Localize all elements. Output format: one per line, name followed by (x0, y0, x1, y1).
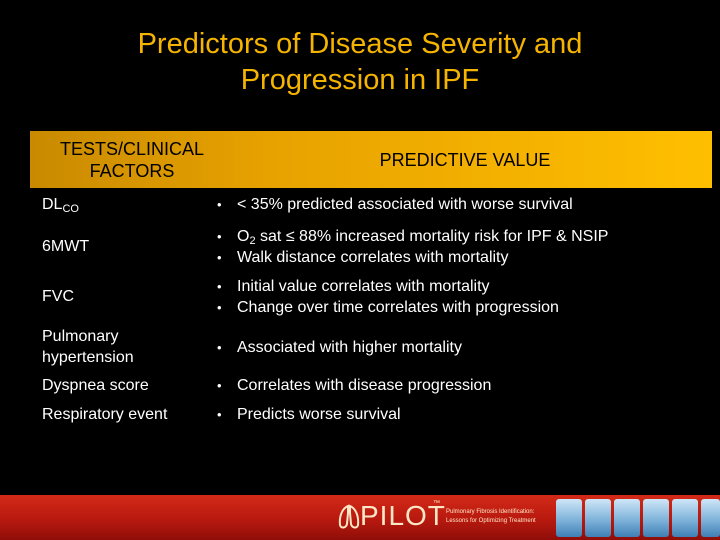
row-values: • Correlates with disease progression (217, 375, 687, 396)
factor-dlco-text: DL (42, 196, 63, 213)
bullet-icon: • (217, 250, 222, 265)
sky-image-strip (556, 495, 720, 540)
sky-tile-image (701, 499, 720, 537)
header-factors-line-1: TESTS/CLINICAL (59, 139, 205, 159)
list-item: • Predicts worse survival (217, 404, 687, 425)
row-values: • < 35% predicted associated with worse s… (217, 194, 687, 215)
value-text: Predicts worse survival (237, 406, 401, 423)
sky-tile-image (556, 499, 582, 537)
list-item: • Walk distance correlates with mortality (217, 247, 687, 268)
sky-tile-image (643, 499, 669, 537)
factor-line-2: hypertension (42, 349, 134, 366)
factor-respiratory-event: Respiratory event (42, 406, 168, 423)
tagline-line-2: Lessons for Optimizing Treatment (446, 518, 536, 524)
slide-title: Predictors of Disease Severity and Progr… (0, 26, 720, 98)
value-text: Change over time correlates with progres… (237, 299, 559, 316)
table-header: TESTS/CLINICAL FACTORS PREDICTIVE VALUE (30, 131, 712, 188)
title-line-1: Predictors of Disease Severity and (137, 28, 583, 60)
bullet-icon: • (217, 407, 222, 422)
value-text: O (237, 228, 250, 245)
header-predictive-value: PREDICTIVE VALUE (379, 150, 551, 170)
factor-fvc: FVC (42, 288, 74, 305)
row-values: • Predicts worse survival (217, 404, 687, 425)
list-item: • < 35% predicted associated with worse s… (217, 194, 687, 215)
trademark-symbol: ™ (433, 500, 440, 507)
row-values: • O2 sat ≤ 88% increased mortality risk f… (217, 226, 687, 268)
value-subscript: 2 (249, 235, 256, 247)
header-factors-line-2: FACTORS (89, 161, 175, 181)
bullet-icon: • (217, 229, 222, 244)
value-text: Correlates with disease progression (237, 377, 492, 394)
bullet-icon: • (217, 378, 222, 393)
bullet-icon: • (217, 340, 222, 355)
value-text: sat ≤ 88% increased mortality risk for I… (255, 228, 609, 245)
factor-dlco-subscript: CO (62, 203, 79, 215)
pilot-tagline: Pulmonary Fibrosis Identification: Lesso… (446, 508, 556, 526)
value-text: Initial value correlates with mortality (237, 278, 490, 295)
lung-logo-icon (338, 504, 360, 529)
sky-tile-image (585, 499, 611, 537)
tagline-line-1: Pulmonary Fibrosis Identification: (446, 509, 535, 515)
factor-dyspnea-score: Dyspnea score (42, 377, 149, 394)
pilot-logo-text: PILOT (360, 500, 446, 531)
bullet-icon: • (217, 279, 222, 294)
list-item: • Associated with higher mortality (217, 337, 687, 358)
factor-dlco: DLCO (42, 194, 207, 215)
sky-tile-image (614, 499, 640, 537)
header-factors: TESTS/CLINICAL FACTORS (42, 138, 222, 182)
footer-band: PILOT ™ Pulmonary Fibrosis Identificatio… (0, 495, 720, 540)
bullet-icon: • (217, 197, 222, 212)
list-item: • Initial value correlates with mortality (217, 276, 687, 297)
bullet-icon: • (217, 300, 222, 315)
sky-tile-image (672, 499, 698, 537)
value-text: < 35% predicted associated with worse su… (237, 196, 573, 213)
value-text: Associated with higher mortality (237, 339, 462, 356)
factor-6mwt: 6MWT (42, 238, 90, 255)
row-values: • Associated with higher mortality (217, 337, 687, 358)
factor-pulmonary-hypertension: Pulmonary hypertension (42, 326, 207, 368)
factor-line-1: Pulmonary (42, 328, 119, 345)
list-item: • Change over time correlates with progre… (217, 297, 687, 318)
row-values: • Initial value correlates with mortality… (217, 276, 687, 318)
title-line-2: Progression in IPF (240, 64, 480, 96)
list-item: • Correlates with disease progression (217, 375, 687, 396)
list-item: • O2 sat ≤ 88% increased mortality risk f… (217, 226, 687, 247)
value-text: Walk distance correlates with mortality (237, 249, 509, 266)
